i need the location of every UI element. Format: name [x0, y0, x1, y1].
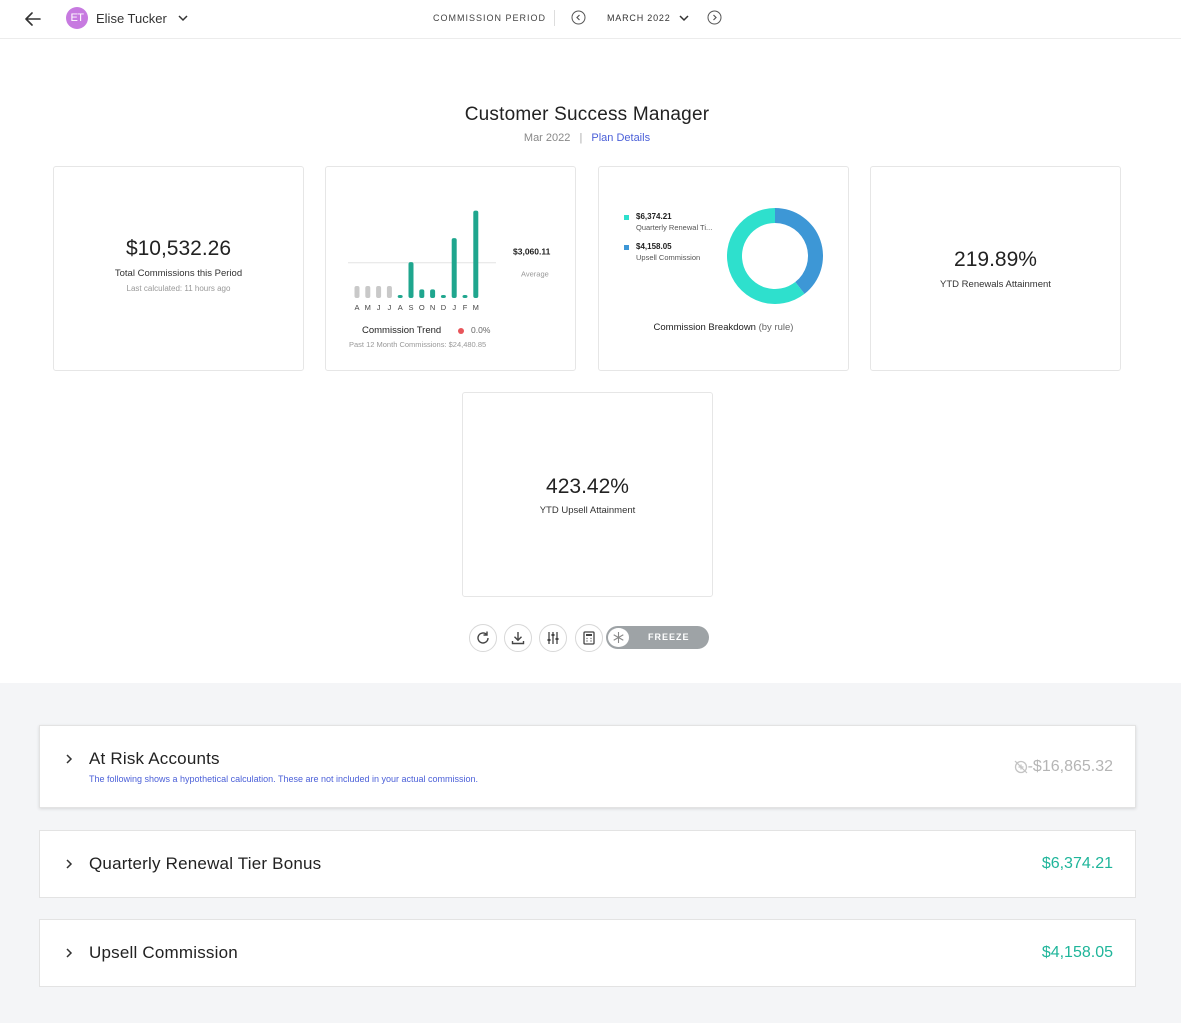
avatar[interactable]: ET [66, 7, 88, 29]
section-title: Upsell Commission [89, 943, 238, 962]
commission-breakdown-donut [727, 208, 823, 304]
legend-name: Quarterly Renewal Ti... [636, 223, 713, 232]
section-subtitle: The following shows a hypothetical calcu… [89, 774, 479, 784]
section-amount: -$16,865.32 [1027, 758, 1113, 775]
separator: | [579, 132, 583, 144]
snowflake-icon [613, 632, 624, 643]
trend-tick-label: J [377, 303, 381, 312]
freeze-toggle[interactable]: FREEZE [606, 626, 709, 649]
total-commissions-card: $10,532.26 Total Commissions this Period… [53, 166, 304, 371]
legend-value: $6,374.21 [636, 212, 672, 221]
legend-name: Upsell Commission [636, 253, 701, 262]
plan-details-link[interactable]: Plan Details [591, 132, 651, 144]
trend-tick-label: A [398, 303, 403, 312]
trend-bar [397, 295, 403, 298]
user-chevron-down-icon[interactable] [176, 11, 190, 25]
trend-bar [386, 286, 392, 298]
breakdown-title-suffix: (by rule) [758, 322, 794, 333]
ytd-upsell-card: 423.42% YTD Upsell Attainment [462, 392, 713, 597]
trend-average-label: Average [521, 270, 549, 279]
trend-tick-label: J [388, 303, 392, 312]
previous-period-icon[interactable] [571, 10, 586, 25]
past-12-month-note: Past 12 Month Commissions: $24,480.85 [349, 340, 487, 349]
chevron-right-icon[interactable] [64, 754, 74, 764]
section-title: Quarterly Renewal Tier Bonus [89, 854, 322, 873]
user-name[interactable]: Elise Tucker [96, 11, 167, 26]
calculator-button[interactable] [575, 624, 603, 652]
plan-subtitle: Mar 2022 | Plan Details [0, 132, 1174, 144]
download-icon [511, 632, 525, 645]
trend-status-dot [458, 328, 464, 334]
trend-bar [451, 238, 457, 298]
trend-bar [354, 286, 360, 298]
donut-slice [775, 208, 823, 294]
section-at-risk-accounts[interactable]: At Risk Accounts The following shows a h… [39, 725, 1136, 808]
period-chevron-down-icon[interactable] [677, 11, 691, 25]
trend-bar [419, 289, 425, 298]
trend-tick-label: M [473, 303, 479, 312]
trend-bar [430, 289, 436, 298]
divider [554, 10, 555, 26]
ytd-renewals-value: 219.89% [954, 248, 1037, 271]
commission-breakdown-card[interactable]: $6,374.21 Quarterly Renewal Ti... $4,158… [598, 166, 849, 371]
period-select[interactable]: MARCH 2022 [607, 13, 671, 23]
trend-bar [473, 210, 479, 298]
trend-tick-label: S [408, 303, 413, 312]
plan-title: Customer Success Manager [464, 104, 710, 125]
commission-trend-card[interactable]: A M J J A S O N D J F M $3,060.11 Average Commission … [325, 166, 576, 371]
hypothetical-calculation-icon [1014, 760, 1028, 774]
trend-title: Commission Trend [362, 325, 442, 336]
trend-tick-label: A [354, 303, 359, 312]
last-calculated-note: Last calculated: 11 hours ago [126, 284, 231, 293]
commission-period-label: COMMISSION PERIOD [433, 13, 547, 23]
plan-period: Mar 2022 [523, 132, 571, 144]
trend-tick-label: N [430, 303, 435, 312]
total-commissions-value: $10,532.26 [125, 237, 232, 260]
trend-tick-label: D [441, 303, 447, 312]
freeze-label: FREEZE [648, 632, 690, 642]
ytd-renewals-label: YTD Renewals Attainment [940, 279, 1051, 290]
trend-tick-label: J [452, 303, 456, 312]
trend-bar [408, 262, 414, 298]
trend-bar [462, 295, 468, 298]
sliders-icon [547, 632, 559, 644]
download-button[interactable] [504, 624, 532, 652]
legend-swatch [624, 215, 629, 220]
ytd-renewals-card: 219.89% YTD Renewals Attainment [870, 166, 1121, 371]
chevron-right-icon[interactable] [64, 859, 74, 869]
next-period-icon[interactable] [707, 10, 722, 25]
trend-tick-label: F [463, 303, 468, 312]
trend-tick-label: O [419, 303, 425, 312]
trend-change: 0.0% [471, 325, 491, 335]
refresh-icon [477, 631, 489, 644]
chevron-right-icon[interactable] [64, 948, 74, 958]
section-amount: $4,158.05 [1041, 944, 1113, 961]
donut-slice [727, 208, 805, 304]
legend-value: $4,158.05 [636, 242, 672, 251]
breakdown-title: Commission Breakdown (by rule) [599, 322, 848, 333]
trend-current-value: $3,060.11 [513, 247, 551, 257]
trend-tick-label: M [365, 303, 371, 312]
calculator-icon [583, 631, 595, 645]
section-quarterly-renewal-tier-bonus[interactable]: Quarterly Renewal Tier Bonus $6,374.21 [39, 830, 1136, 898]
breakdown-title-text: Commission Breakdown [653, 322, 756, 333]
legend-swatch [624, 245, 629, 250]
ytd-upsell-label: YTD Upsell Attainment [539, 505, 636, 516]
section-upsell-commission[interactable]: Upsell Commission $4,158.05 [39, 919, 1136, 987]
top-bar: ET Elise Tucker COMMISSION PERIOD MARCH … [0, 0, 1181, 39]
trend-bar [440, 295, 446, 298]
section-title: At Risk Accounts [89, 749, 220, 768]
total-commissions-label: Total Commissions this Period [114, 268, 243, 279]
back-arrow-icon[interactable] [22, 8, 44, 30]
ytd-upsell-value: 423.42% [546, 475, 629, 498]
trend-bar [376, 286, 382, 298]
adjustments-button[interactable] [539, 624, 567, 652]
trend-bar [365, 286, 371, 298]
refresh-button[interactable] [469, 624, 497, 652]
freeze-knob [608, 628, 629, 647]
section-amount: $6,374.21 [1041, 855, 1113, 872]
